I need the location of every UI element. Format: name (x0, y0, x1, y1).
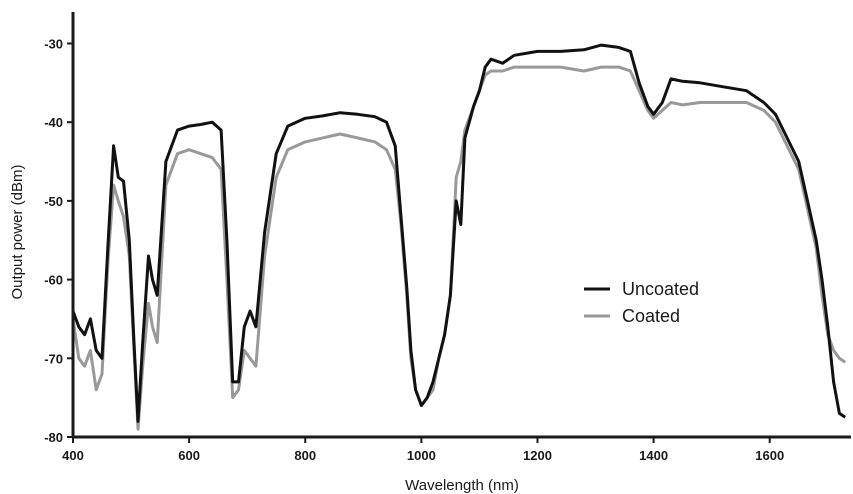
y-tick-label: -80 (44, 430, 63, 445)
y-tick-label: -30 (44, 36, 63, 51)
y-axis-title: Output power (dBm) (9, 164, 26, 299)
y-tick-label: -40 (44, 115, 63, 130)
legend-label-coated: Coated (622, 306, 680, 326)
x-tick-label: 1200 (523, 448, 552, 463)
y-tick-label: -60 (44, 273, 63, 288)
x-tick-label: 800 (294, 448, 316, 463)
series-line-coated (71, 65, 847, 431)
legend: Uncoated Coated (584, 279, 699, 326)
x-tick-label: 1400 (639, 448, 668, 463)
plot-area (71, 43, 847, 431)
x-axis-title: Wavelength (nm) (405, 477, 519, 494)
y-tick-label: -50 (44, 194, 63, 209)
x-tick-label: 400 (62, 448, 84, 463)
legend-label-uncoated: Uncoated (622, 279, 699, 299)
y-axis-ticks: -80 -70 -60 -50 -40 -30 (44, 36, 73, 445)
y-tick-label: -70 (44, 351, 63, 366)
x-tick-label: 1600 (755, 448, 784, 463)
x-tick-label: 1000 (407, 448, 436, 463)
x-axis-ticks: 400 600 800 1000 1200 1400 1600 (62, 437, 784, 463)
x-tick-label: 600 (178, 448, 200, 463)
series-line-uncoated (71, 43, 847, 423)
